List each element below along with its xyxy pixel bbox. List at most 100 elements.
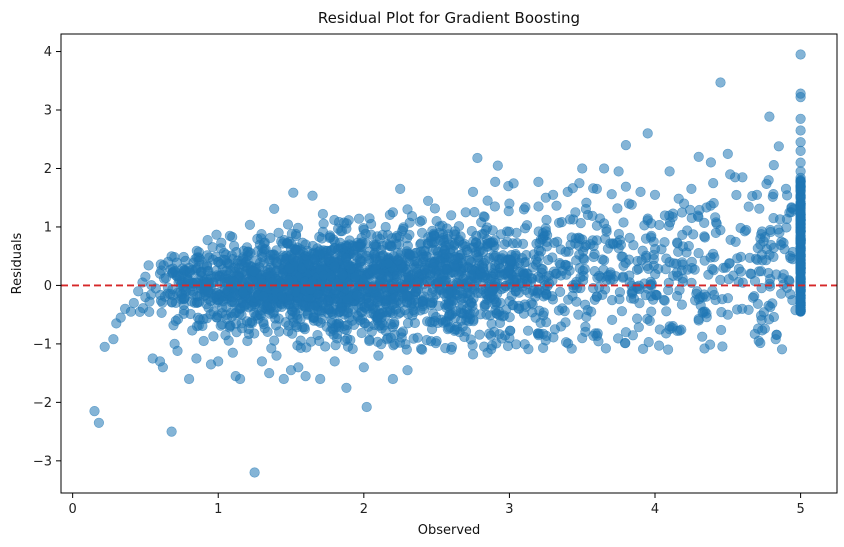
scatter-point xyxy=(140,271,151,282)
scatter-point xyxy=(591,220,603,231)
scatter-point xyxy=(588,251,599,263)
scatter-point xyxy=(477,272,488,283)
scatter-point xyxy=(654,219,665,231)
scatter-point xyxy=(795,157,806,168)
scatter-point xyxy=(613,166,624,177)
scatter-point xyxy=(578,270,589,282)
scatter-point xyxy=(732,253,743,264)
scatter-point xyxy=(351,251,363,263)
scatter-point xyxy=(328,234,339,245)
scatter-point xyxy=(404,217,415,228)
scatter-point xyxy=(570,207,581,218)
scatter-point xyxy=(382,332,393,344)
scatter-point xyxy=(733,276,744,287)
scatter-point xyxy=(351,290,363,301)
scatter-point xyxy=(795,282,806,293)
scatter-point xyxy=(323,303,334,315)
scatter-point xyxy=(353,213,365,224)
scatter-point xyxy=(158,260,169,271)
scatter-point xyxy=(436,284,447,295)
scatter-point xyxy=(606,189,617,200)
scatter-point xyxy=(125,306,136,317)
scatter-point xyxy=(481,309,492,320)
scatter-point xyxy=(329,356,340,367)
scatter-point xyxy=(449,254,461,265)
scatter-point xyxy=(541,214,552,225)
scatter-point xyxy=(337,270,349,281)
scatter-point xyxy=(166,426,177,437)
scatter-point xyxy=(624,232,635,243)
scatter-point xyxy=(235,373,246,385)
scatter-point xyxy=(371,259,382,270)
scatter-point xyxy=(178,251,189,263)
scatter-point xyxy=(194,255,205,267)
scatter-point xyxy=(699,231,710,242)
scatter-point xyxy=(747,190,758,202)
scatter-point xyxy=(278,373,289,385)
scatter-point xyxy=(469,207,480,218)
scatter-point xyxy=(547,275,558,286)
scatter-point xyxy=(715,77,726,88)
scatter-point xyxy=(754,203,765,214)
scatter-point xyxy=(244,219,255,230)
scatter-point xyxy=(482,195,493,206)
scatter-point xyxy=(511,274,522,285)
scatter-point xyxy=(618,260,629,271)
scatter-point xyxy=(172,314,184,325)
scatter-point xyxy=(686,263,698,274)
scatter-point xyxy=(620,181,632,192)
scatter-point xyxy=(429,230,440,241)
scatter-point xyxy=(511,227,522,238)
scatter-point xyxy=(134,306,145,317)
scatter-point xyxy=(233,263,244,274)
scatter-point xyxy=(686,183,697,194)
scatter-point xyxy=(664,166,675,177)
scatter-point xyxy=(258,238,270,249)
scatter-point xyxy=(339,324,350,335)
scatter-point xyxy=(551,200,562,211)
scatter-point xyxy=(248,266,259,277)
scatter-point xyxy=(480,225,492,236)
scatter-point xyxy=(358,362,369,373)
scatter-point xyxy=(187,325,198,336)
scatter-point xyxy=(688,229,699,240)
scatter-point xyxy=(522,278,533,289)
scatter-point xyxy=(784,250,796,261)
scatter-point xyxy=(618,217,629,228)
y-tick-label: −1 xyxy=(33,337,52,352)
scatter-point xyxy=(356,261,367,272)
scatter-point xyxy=(555,244,566,255)
scatter-point xyxy=(221,265,232,277)
scatter-point xyxy=(534,328,545,339)
scatter-point xyxy=(795,113,806,124)
scatter-point xyxy=(489,326,500,338)
scatter-point xyxy=(692,210,704,221)
scatter-point xyxy=(532,286,543,297)
scatter-point xyxy=(429,203,441,214)
scatter-point xyxy=(533,201,544,212)
scatter-point xyxy=(561,269,572,280)
scatter-point xyxy=(775,239,786,251)
scatter-point xyxy=(264,368,275,379)
scatter-point xyxy=(384,209,396,220)
scatter-point xyxy=(264,255,275,266)
scatter-point xyxy=(620,140,632,151)
scatter-point xyxy=(364,335,375,347)
scatter-point xyxy=(388,294,399,305)
scatter-point xyxy=(467,349,479,360)
scatter-point xyxy=(577,163,588,174)
scatter-point xyxy=(412,332,423,343)
scatter-point xyxy=(156,307,167,318)
scatter-point xyxy=(373,350,384,361)
y-tick-label: −3 xyxy=(33,454,52,469)
scatter-point xyxy=(731,189,742,201)
scatter-point xyxy=(715,274,726,286)
scatter-point xyxy=(505,255,516,266)
scatter-point xyxy=(627,330,639,341)
scatter-point xyxy=(419,264,430,275)
scatter-point xyxy=(671,267,683,278)
scatter-point xyxy=(676,324,687,335)
scatter-point xyxy=(317,208,329,220)
scatter-point xyxy=(396,328,407,339)
scatter-point xyxy=(668,258,679,269)
